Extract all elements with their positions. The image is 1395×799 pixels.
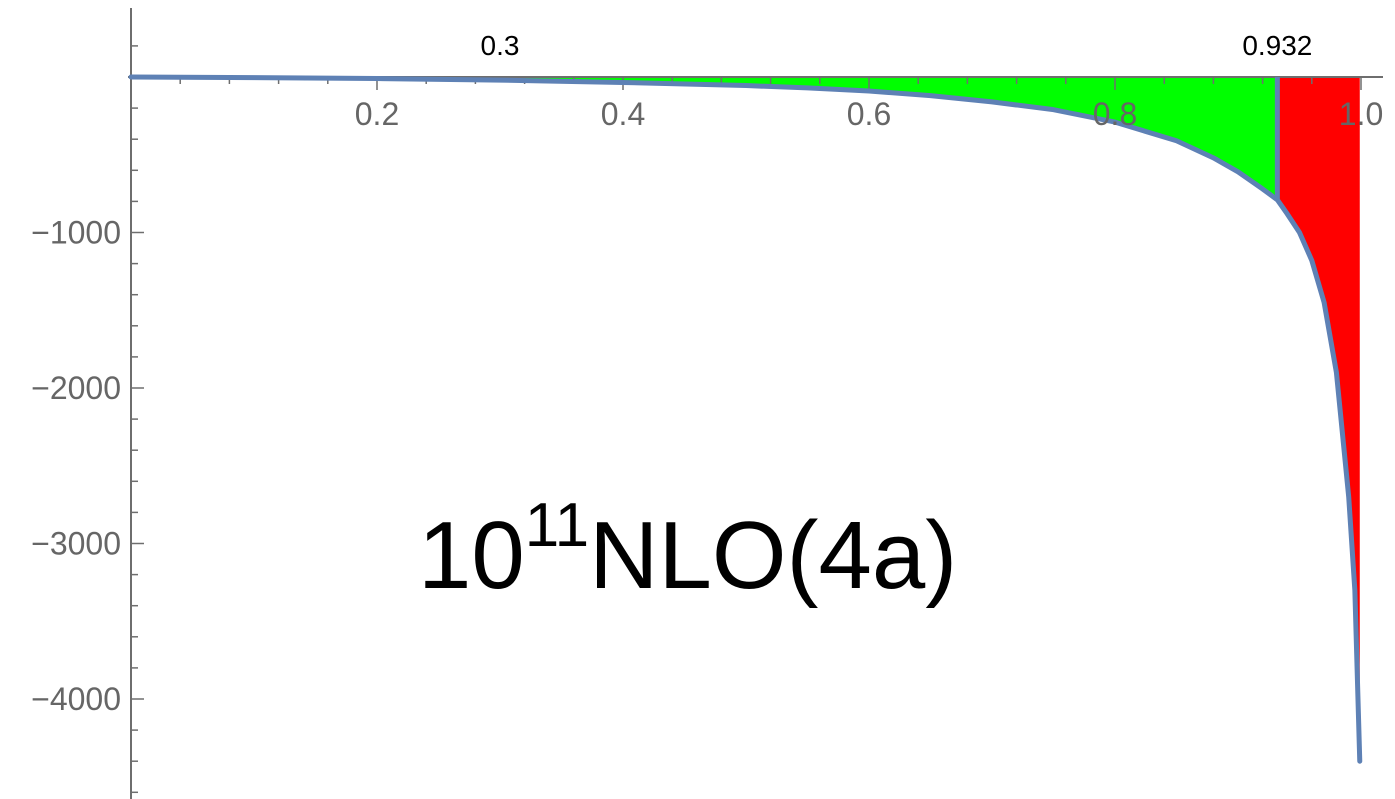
x-tick-label: 1.0: [1339, 96, 1383, 132]
annotation-text: NLO(4a): [589, 502, 957, 609]
annotation-label: 1011NLO(4a): [418, 491, 957, 609]
annotation-exponent: 11: [525, 491, 589, 560]
y-tick-label: −3000: [31, 526, 121, 562]
y-tick-label: −4000: [31, 681, 121, 717]
marked-point-label: 0.3: [481, 30, 520, 61]
marked-point-label: 0.932: [1242, 30, 1312, 61]
annotation-base: 10: [418, 502, 525, 609]
y-tick-label: −2000: [31, 370, 121, 406]
shaded-regions: [500, 77, 1360, 762]
y-tick-label: −1000: [31, 215, 121, 251]
x-tick-label: 0.6: [847, 96, 891, 132]
tick-labels: 0.2 0.4 0.6 0.8 1.0 −1000 −2000 −3000 −4000 0.3 0.…: [31, 30, 1383, 717]
shaded-region-2: [1277, 77, 1360, 762]
shaded-region-1: [500, 77, 1278, 200]
series-curve: [128, 74, 1363, 764]
x-tick-label: 0.8: [1093, 96, 1137, 132]
x-tick-label: 0.2: [355, 96, 399, 132]
curve-layer: [128, 74, 1363, 764]
x-tick-label: 0.4: [601, 96, 645, 132]
